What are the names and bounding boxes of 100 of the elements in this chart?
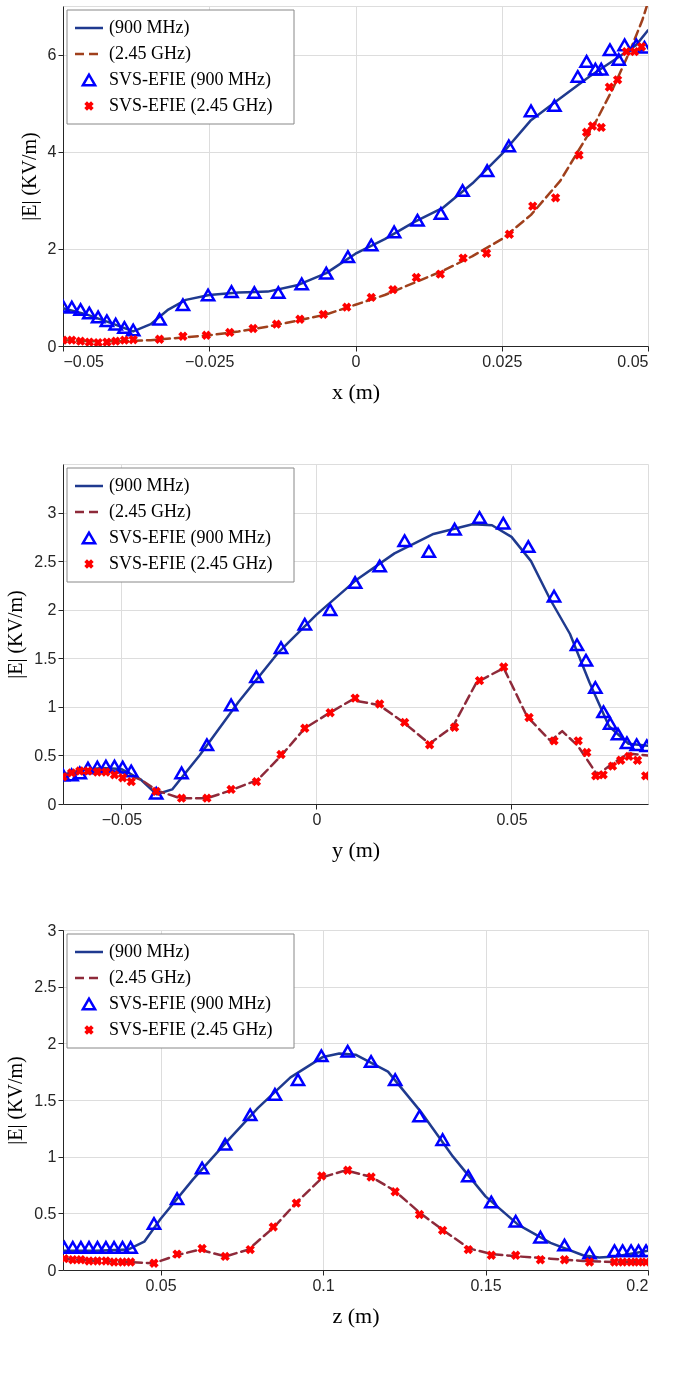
y-tick-label: 3: [47, 504, 57, 522]
point: [610, 727, 626, 741]
point: [447, 522, 462, 536]
x-tick-label: 0.05: [617, 352, 649, 370]
point: [251, 776, 262, 787]
point: [101, 767, 111, 777]
point: [629, 738, 645, 752]
x-axis-title: x (m): [331, 378, 381, 404]
legend-label: (2.45 GHz): [109, 43, 191, 64]
x-axis-title: z (m): [332, 1302, 380, 1328]
point: [582, 747, 592, 758]
point: [596, 705, 611, 719]
point: [174, 766, 189, 780]
point: [619, 736, 635, 750]
point: [573, 736, 583, 746]
point: [107, 759, 122, 773]
y-tick-label: 0.5: [34, 1204, 57, 1222]
point: [520, 540, 536, 554]
point: [176, 793, 187, 803]
point: [322, 603, 338, 617]
point: [421, 544, 437, 558]
point: [123, 764, 139, 778]
point: [92, 767, 103, 777]
point: [640, 771, 648, 781]
x-tick-label: −0.025: [185, 352, 235, 370]
y-axis-title: |E| (KV/m): [17, 132, 41, 221]
point: [569, 638, 585, 652]
legend-label: (2.45 GHz): [109, 967, 191, 988]
y-tick-label: 0: [47, 337, 57, 355]
point: [347, 575, 363, 590]
x-tick-label: 0: [312, 810, 322, 828]
y-tick-label: 2: [47, 1034, 57, 1052]
y-tick-label: 4: [47, 143, 57, 161]
x-axis-title: y (m): [331, 836, 381, 862]
point: [374, 699, 385, 709]
x-tick-label: 0: [351, 352, 361, 370]
y-tick-label: 2.5: [34, 978, 57, 996]
point: [273, 641, 289, 655]
legend-label: (900 MHz): [109, 475, 190, 496]
y-tick-label: 1: [47, 698, 57, 716]
x-tick-label: −0.05: [101, 810, 143, 828]
point: [499, 662, 509, 672]
y-tick-label: 0: [47, 795, 57, 813]
point: [474, 675, 485, 686]
x-tick-label: 0.15: [470, 1276, 502, 1294]
y-axis-title: |E| (KV/m): [4, 590, 28, 679]
point: [372, 559, 388, 573]
x-tick-label: 0.05: [496, 810, 528, 828]
point: [524, 712, 534, 723]
point: [472, 510, 487, 524]
x-tick-label: 0.2: [626, 1276, 649, 1294]
point: [598, 770, 608, 780]
point: [602, 716, 618, 730]
point: [449, 722, 460, 732]
point: [199, 738, 215, 752]
point: [276, 749, 286, 760]
legend-label: SVS-EFIE (2.45 GHz): [109, 553, 273, 574]
point: [616, 755, 626, 765]
y-tick-label: 2.5: [34, 552, 57, 570]
point: [632, 755, 643, 765]
y-axis-title: |E| (KV/m): [4, 1056, 28, 1145]
point: [397, 534, 413, 548]
legend-label: (900 MHz): [109, 941, 190, 962]
point: [325, 707, 335, 718]
point: [126, 776, 136, 787]
point: [350, 693, 360, 703]
point: [624, 751, 634, 762]
y-tick-label: 2: [47, 601, 57, 619]
point: [226, 784, 236, 795]
point: [495, 516, 511, 530]
y-tick-label: 1.5: [34, 1091, 57, 1109]
point: [578, 653, 594, 667]
y-tick-label: 0.5: [34, 746, 57, 764]
point: [297, 617, 313, 631]
legend-label: SVS-EFIE (900 MHz): [109, 69, 271, 90]
legend-label: SVS-EFIE (900 MHz): [109, 993, 271, 1014]
point: [607, 761, 618, 771]
y-tick-label: 0: [47, 1261, 57, 1279]
point: [249, 670, 264, 684]
y-tick-label: 1: [47, 1148, 57, 1166]
y-tick-label: 2: [47, 240, 57, 258]
legend-label: (2.45 GHz): [109, 501, 191, 522]
x-tick-label: −0.05: [63, 352, 105, 370]
point: [546, 589, 562, 603]
x-tick-label: 0.1: [312, 1276, 335, 1294]
y-tick-label: 1.5: [34, 649, 57, 667]
point: [549, 736, 559, 746]
point: [399, 717, 410, 728]
y-tick-label: 6: [47, 46, 57, 64]
point: [115, 760, 131, 774]
point: [202, 793, 212, 803]
legend-label: SVS-EFIE (2.45 GHz): [109, 1019, 273, 1040]
y-tick-label: 3: [47, 921, 57, 939]
point: [223, 698, 239, 712]
x-tick-label: 0.025: [482, 352, 523, 370]
point: [109, 770, 120, 780]
x-tick-label: 0.05: [145, 1276, 177, 1294]
legend-label: SVS-EFIE (2.45 GHz): [109, 95, 273, 116]
point: [117, 773, 128, 783]
legend-label: (900 MHz): [109, 17, 190, 38]
